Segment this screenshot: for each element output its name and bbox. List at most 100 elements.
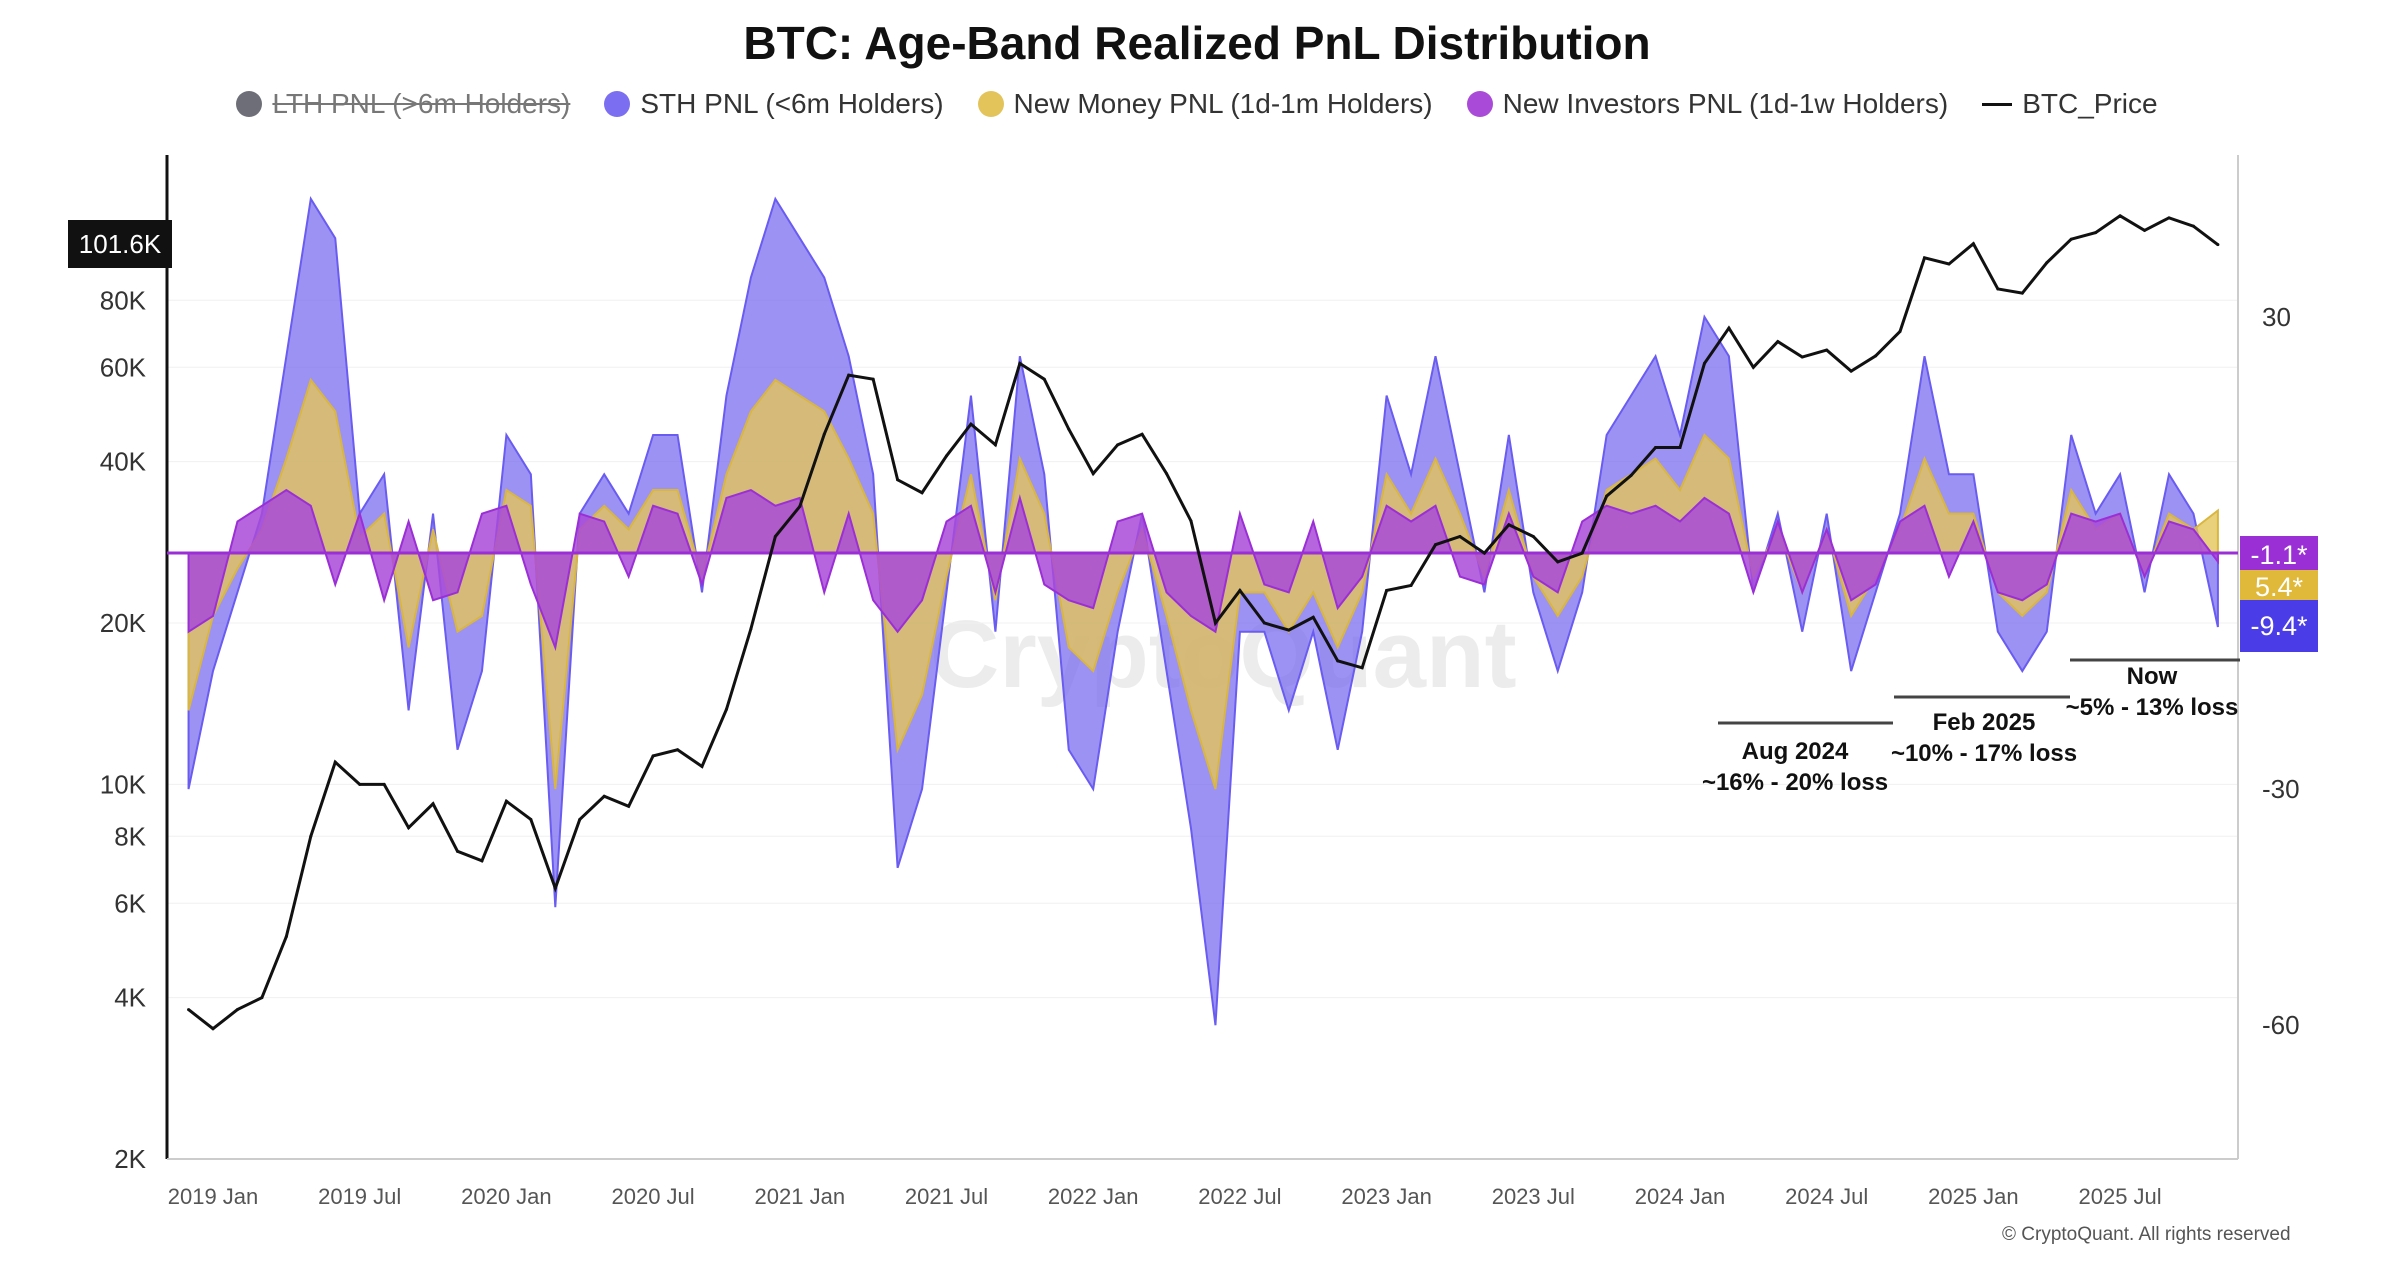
x-tick-label: 2019 Jan — [168, 1184, 259, 1209]
annotation-text: ~5% - 13% loss — [2065, 694, 2239, 721]
btc-price-point — [529, 817, 533, 821]
legend-label: BTC_Price — [2022, 88, 2158, 119]
btc-price-point — [1458, 535, 1462, 539]
btc-price-point — [260, 996, 264, 1000]
annotation-title: Feb 2025 — [1932, 709, 2036, 736]
new-investors-value-label: -1.1* — [2240, 536, 2318, 574]
btc-price-point — [2191, 224, 2195, 228]
btc-price-point — [1678, 446, 1682, 450]
btc-price-point — [2167, 216, 2171, 220]
btc-price-point — [456, 849, 459, 853]
btc-price-point — [1434, 543, 1437, 547]
legend-label: New Investors PNL (1d-1w Holders) — [1502, 88, 1949, 119]
btc-price-point — [1042, 377, 1046, 381]
btc-price-point — [407, 826, 411, 830]
btc-price-line — [187, 214, 2219, 1031]
btc-price-point — [2118, 214, 2122, 218]
btc-price-point — [1360, 666, 1364, 670]
x-tick-label: 2023 Jan — [1341, 1184, 1432, 1209]
btc-price-point — [627, 804, 631, 808]
btc-price-point — [1776, 340, 1780, 344]
btc-price-point — [2045, 261, 2049, 265]
btc-price-point — [2143, 228, 2147, 232]
btc-price-point — [1702, 361, 1706, 365]
legend-dot-icon — [1466, 91, 1493, 117]
btc-price-point — [578, 817, 582, 821]
btc-price-point — [1140, 432, 1144, 436]
y-left-tick-label: 10K — [100, 769, 147, 799]
btc-price-point — [896, 478, 900, 482]
btc-price-point — [1482, 551, 1486, 555]
btc-price-point — [1531, 535, 1535, 539]
y-right-tick-label: -30 — [2262, 774, 2300, 804]
btc-price-point — [847, 373, 851, 377]
btc-price-point — [602, 794, 606, 798]
btc-price-point — [945, 454, 948, 458]
x-tick-label: 2020 Jan — [461, 1184, 552, 1209]
y-left-tick-label: 6K — [114, 888, 146, 918]
btc-price-point — [993, 443, 997, 447]
btc-price-point — [235, 1008, 239, 1012]
legend-dot-icon — [236, 91, 263, 117]
btc-price-point — [480, 859, 484, 863]
legend-label: New Money PNL (1d-1m Holders) — [1013, 88, 1433, 119]
btc-price-point — [676, 748, 680, 752]
btc-price-point — [1580, 551, 1584, 555]
btc-price-point — [1605, 494, 1609, 498]
legend-label: LTH PNL (>6m Holders) — [272, 88, 571, 119]
btc-price-point — [1287, 628, 1291, 632]
btc-price-point — [1311, 615, 1315, 619]
annotation-title: Now — [2126, 663, 2178, 690]
legend-label: STH PNL (<6m Holders) — [640, 88, 944, 119]
btc-price-point — [1751, 365, 1755, 369]
y-left-tick-label: 40K — [100, 447, 147, 477]
legend-item-new-money[interactable]: New Money PNL (1d-1m Holders) — [977, 88, 1433, 120]
legend-dot-icon — [604, 91, 631, 117]
x-tick-label: 2024 Jul — [1785, 1184, 1868, 1209]
annotation-aug-2024: Aug 2024 ~16% - 20% loss — [1702, 736, 1888, 798]
btc-price-point — [1018, 361, 1022, 365]
y-right-tick-label: -60 — [2262, 1010, 2300, 1040]
btc-price-point — [1874, 354, 1878, 358]
btc-price-point — [1238, 588, 1242, 592]
btc-price-point — [969, 422, 973, 426]
btc-price-point — [822, 432, 826, 436]
legend-item-btc-price[interactable]: BTC_Price — [1982, 88, 2158, 120]
x-tick-label: 2022 Jul — [1198, 1184, 1281, 1209]
btc-price-point — [2216, 243, 2220, 247]
btc-price-point — [504, 799, 508, 803]
legend-item-new-investors[interactable]: New Investors PNL (1d-1w Holders) — [1466, 88, 1949, 120]
legend-item-lth[interactable]: LTH PNL (>6m Holders) — [236, 88, 570, 120]
x-tick-label: 2020 Jul — [612, 1184, 695, 1209]
legend: LTH PNL (>6m Holders) STH PNL (<6m Holde… — [0, 88, 2394, 120]
btc-price-point — [1629, 473, 1633, 477]
btc-price-point — [1409, 583, 1413, 587]
y-left-tick-label: 60K — [100, 352, 147, 382]
annotation-text: ~16% - 20% loss — [1701, 769, 1889, 796]
btc-price-point — [333, 760, 337, 764]
btc-price-point — [382, 782, 386, 786]
y-left-tick-label: 2K — [114, 1144, 146, 1174]
legend-item-sth[interactable]: STH PNL (<6m Holders) — [604, 88, 944, 120]
btc-price-point — [1116, 443, 1120, 447]
btc-price-point — [920, 491, 924, 495]
btc-price-point — [1336, 659, 1340, 663]
btc-price-point — [1825, 348, 1829, 352]
btc-price-point — [1996, 287, 2000, 291]
btc-price-point — [431, 802, 435, 806]
btc-price-point — [1213, 621, 1217, 625]
x-tick-label: 2025 Jul — [2079, 1184, 2162, 1209]
btc-price-point — [1556, 560, 1560, 564]
btc-price-point — [700, 764, 704, 768]
copyright: © CryptoQuant. All rights reserved — [2002, 1224, 2291, 1245]
annotation-now: Now ~5% - 13% loss — [2066, 661, 2239, 723]
chart-title: BTC: Age-Band Realized PnL Distribution — [743, 17, 1651, 69]
annotation-title: Aug 2024 — [1741, 738, 1849, 765]
annotation-feb-2025: Feb 2025 ~10% - 17% loss — [1891, 707, 2077, 769]
btc-price-point — [773, 535, 777, 539]
btc-price-point — [1091, 472, 1095, 476]
btc-price-point — [1262, 621, 1266, 625]
btc-price-point — [284, 935, 288, 939]
btc-price-point — [211, 1027, 215, 1031]
